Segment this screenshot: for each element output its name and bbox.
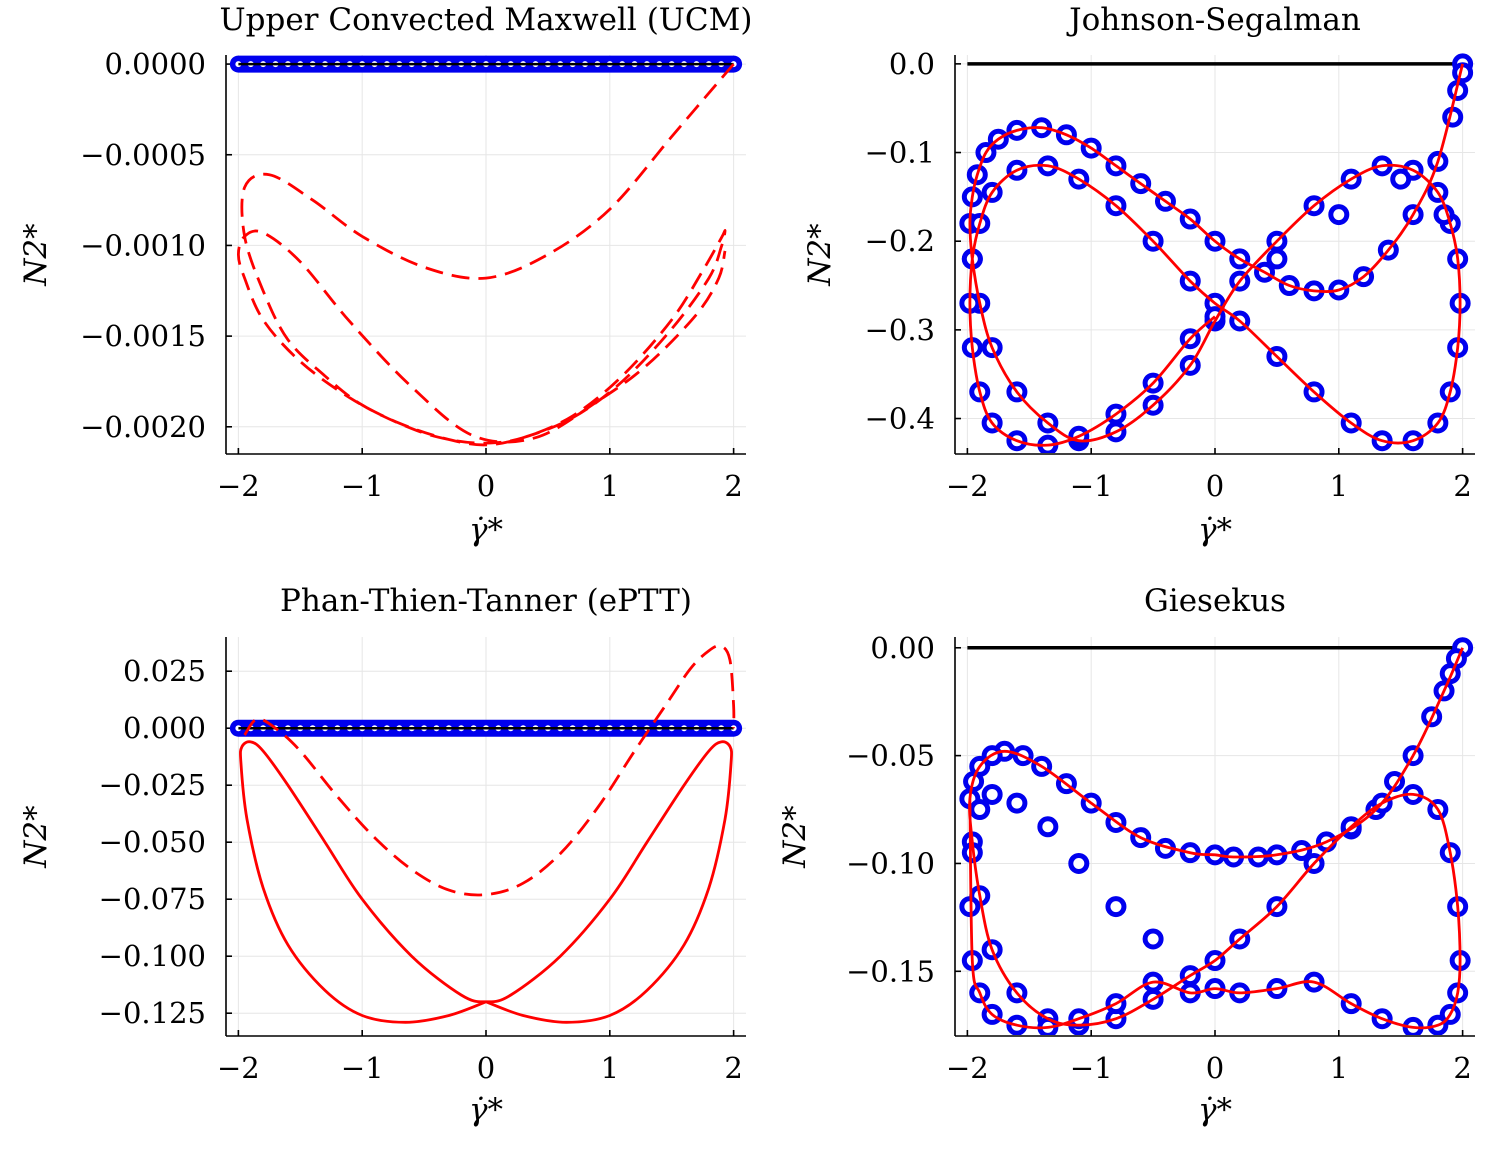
data-marker xyxy=(1037,816,1059,838)
x-axis-label: γ̇* xyxy=(469,1092,503,1128)
chart-title: Johnson-Segalman xyxy=(1066,2,1361,38)
data-marker xyxy=(1105,896,1127,918)
y-tick-label: −0.025 xyxy=(99,768,206,802)
plot-area xyxy=(229,644,743,1024)
x-tick-label: 0 xyxy=(477,469,495,503)
data-marker xyxy=(1390,168,1412,190)
y-tick-label: −0.050 xyxy=(99,825,206,859)
x-axis-label: γ̇* xyxy=(1198,1092,1232,1128)
chart-title: Upper Convected Maxwell (UCM) xyxy=(220,2,753,38)
x-tick-label: −2 xyxy=(946,469,989,503)
plot-area xyxy=(229,55,743,447)
x-tick-label: 1 xyxy=(1330,469,1348,503)
x-tick-label: −2 xyxy=(217,1051,260,1085)
chart-title: Phan-Thien-Tanner (ePTT) xyxy=(280,583,692,619)
x-tick-label: 2 xyxy=(724,1051,742,1085)
model-solid-line xyxy=(239,740,733,1024)
y-tick-label: −0.15 xyxy=(846,954,935,988)
model-dashed-line xyxy=(243,644,736,897)
y-tick-label: −0.0015 xyxy=(80,319,206,353)
model-dashed-line xyxy=(237,63,735,447)
x-tick-label: 2 xyxy=(1453,469,1471,503)
x-tick-label: 1 xyxy=(1330,1051,1348,1085)
x-tick-label: 0 xyxy=(1206,1051,1224,1085)
y-axis-label: N2* xyxy=(18,223,54,286)
panel-eptt: −2 −1 0 1 2 0.025 0.000 −0.025 −0.050 −0.075 −0.10… xyxy=(18,583,746,1128)
data-marker xyxy=(969,799,991,821)
y-axis-label: N2* xyxy=(777,805,813,868)
y-tick-label: −0.05 xyxy=(846,739,935,773)
x-tick-label: 1 xyxy=(601,469,619,503)
data-marker xyxy=(981,783,1003,805)
x-tick-label: −2 xyxy=(217,469,260,503)
y-tick-label: −0.4 xyxy=(865,402,935,436)
data-marker xyxy=(1266,248,1288,270)
x-tick-label: 2 xyxy=(1453,1051,1471,1085)
model-solid-line xyxy=(968,63,1464,447)
x-tick-label: 0 xyxy=(477,1051,495,1085)
x-tick-label: 1 xyxy=(601,1051,619,1085)
chart-title: Giesekus xyxy=(1144,583,1286,619)
y-axis-label: N2* xyxy=(802,223,838,286)
model-solid-line xyxy=(968,647,1464,1030)
y-tick-label: 0.025 xyxy=(123,654,206,688)
data-marker xyxy=(1006,792,1028,814)
panel-giesekus: −2 −1 0 1 2 0.00 −0.05 −0.10 −0.15 Giesekus γ̇* N2* xyxy=(777,583,1475,1128)
y-tick-label: −0.2 xyxy=(865,224,935,258)
x-tick-label: −1 xyxy=(1070,469,1113,503)
y-tick-label: −0.1 xyxy=(865,136,935,170)
x-tick-label: −1 xyxy=(1070,1051,1113,1085)
y-tick-label: −0.100 xyxy=(99,939,206,973)
y-tick-label: −0.0005 xyxy=(80,138,206,172)
data-marker xyxy=(1142,928,1164,950)
x-tick-label: −1 xyxy=(341,1051,384,1085)
y-tick-label: −0.125 xyxy=(99,996,206,1030)
data-marker xyxy=(1068,852,1090,874)
y-tick-label: 0.0000 xyxy=(105,47,206,81)
x-axis-label: γ̇* xyxy=(469,512,503,548)
y-tick-label: 0.000 xyxy=(123,711,206,745)
y-tick-label: −0.0010 xyxy=(80,228,206,262)
x-tick-label: −2 xyxy=(946,1051,989,1085)
y-tick-label: 0.0 xyxy=(889,47,935,81)
x-axis-label: γ̇* xyxy=(1198,512,1232,548)
plot-area xyxy=(959,53,1474,453)
y-tick-label: 0.00 xyxy=(870,631,935,665)
x-tick-label: −1 xyxy=(341,469,384,503)
y-tick-label: −0.075 xyxy=(99,882,206,916)
data-marker xyxy=(1328,204,1350,226)
plot-area xyxy=(959,637,1474,1035)
x-tick-label: 2 xyxy=(724,469,742,503)
panel-ucm: −2 −1 0 1 2 0.0000 −0.0005 −0.0010 −0.0015 −0.002… xyxy=(18,2,752,548)
x-tick-label: 0 xyxy=(1206,469,1224,503)
y-axis-label: N2* xyxy=(18,805,54,868)
panel-johnson-segalman: −2 −1 0 1 2 0.0 −0.1 −0.2 −0.3 −0.4 Johnson-Segalm… xyxy=(802,2,1475,548)
y-tick-label: −0.10 xyxy=(846,846,935,880)
y-tick-label: −0.3 xyxy=(865,313,935,347)
y-tick-label: −0.0020 xyxy=(80,410,206,444)
